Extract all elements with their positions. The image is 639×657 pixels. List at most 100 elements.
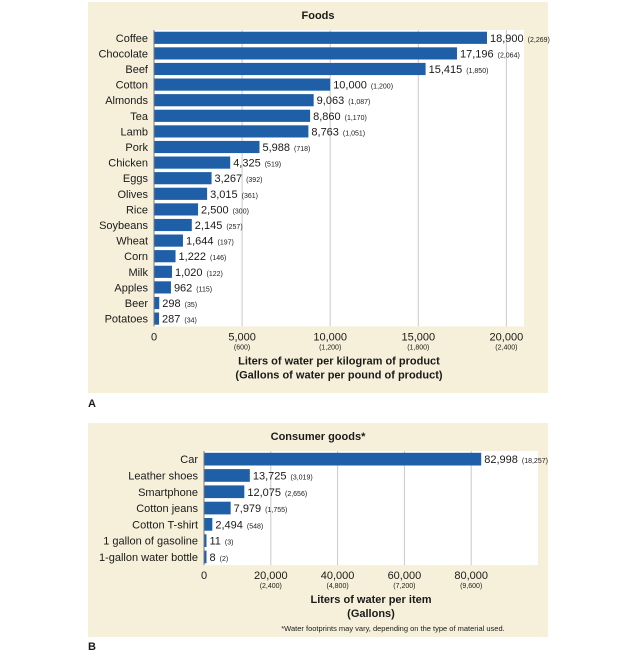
value-label: 9,063 — [317, 95, 345, 107]
category-label: Tea — [130, 111, 149, 123]
secondary-value-label: (257) — [226, 224, 242, 231]
bar — [154, 47, 457, 60]
secondary-value-label: (3,019) — [290, 474, 312, 481]
category-label: Beer — [125, 298, 149, 310]
category-label: Wheat — [116, 236, 148, 248]
x-tick-label: 15,000 — [401, 331, 435, 343]
bar — [154, 218, 192, 232]
category-label: Beef — [125, 64, 149, 76]
consumer-goods-chart-title: Consumer goods* — [270, 431, 366, 443]
x-tick-sublabel: (4,800) — [327, 583, 349, 590]
bar — [154, 140, 260, 154]
x-tick-label: 5,000 — [228, 331, 256, 343]
consumer-goods-chart-panel: Consumer goods* 0 20,000 (2,400) 40,000 (4,8… — [88, 423, 548, 637]
x-tick-label: 10,000 — [313, 331, 347, 343]
x-tick-sublabel: (9,600) — [460, 583, 482, 590]
secondary-value-label: (361) — [242, 193, 258, 200]
value-label: 8,763 — [311, 126, 339, 138]
value-label: 8 — [210, 552, 216, 564]
x-tick-label: 0 — [201, 570, 207, 582]
x-tick-sublabel: (1,800) — [407, 344, 429, 351]
secondary-value-label: (519) — [265, 162, 281, 169]
category-label: 1-gallon water bottle — [99, 552, 198, 564]
x-tick-sublabel: (2,400) — [495, 344, 517, 351]
x-tick-sublabel: (2,400) — [260, 583, 282, 590]
secondary-value-label: (1,850) — [466, 68, 488, 75]
x-tick-label: 0 — [151, 331, 157, 343]
bar — [154, 187, 208, 200]
bar — [204, 534, 207, 548]
category-label: Chocolate — [98, 48, 148, 60]
secondary-value-label: (2,269) — [528, 37, 550, 44]
x-tick-sublabel: (7,200) — [393, 583, 415, 590]
category-label: Apples — [114, 282, 148, 294]
x-axis-title: Liters of water per item — [310, 594, 431, 606]
category-label: 1 gallon of gasoline — [103, 536, 198, 548]
value-label: 1,644 — [186, 236, 214, 248]
value-label: 2,145 — [195, 220, 223, 232]
value-label: 1,020 — [175, 267, 203, 279]
x-axis-title-secondary: (Gallons) — [347, 608, 395, 620]
x-tick-label: 80,000 — [454, 570, 488, 582]
category-label: Corn — [124, 251, 148, 263]
category-label: Chicken — [108, 158, 148, 170]
value-label: 1,222 — [179, 251, 207, 263]
bar — [154, 109, 311, 122]
secondary-value-label: (1,755) — [265, 507, 287, 514]
secondary-value-label: (2,064) — [498, 52, 520, 59]
value-label: 298 — [162, 298, 180, 310]
secondary-value-label: (1,087) — [348, 99, 370, 106]
bar — [154, 172, 212, 185]
secondary-value-label: (2) — [220, 556, 229, 563]
secondary-value-label: (35) — [185, 302, 197, 309]
bar — [154, 94, 314, 107]
secondary-value-label: (146) — [210, 255, 226, 262]
value-label: 3,015 — [210, 189, 238, 201]
category-label: Eggs — [123, 173, 149, 185]
category-label: Soybeans — [99, 220, 148, 232]
secondary-value-label: (3) — [225, 540, 234, 547]
value-label: 2,500 — [201, 204, 229, 216]
bar — [154, 62, 426, 76]
value-label: 8,860 — [313, 111, 341, 123]
bar — [154, 265, 172, 278]
bar — [154, 234, 183, 247]
bar — [154, 250, 176, 263]
category-label: Olives — [117, 189, 148, 201]
value-label: 17,196 — [460, 48, 494, 60]
x-tick-label: 20,000 — [254, 570, 288, 582]
value-label: 5,988 — [263, 142, 291, 154]
value-label: 12,075 — [247, 487, 281, 499]
footnote: *Water footprints may vary, depending on… — [281, 624, 504, 633]
bar — [154, 296, 160, 310]
bar — [154, 156, 231, 169]
x-axis-title: Liters of water per kilogram of product — [238, 355, 440, 367]
bar — [154, 281, 171, 294]
value-label: 287 — [162, 314, 180, 326]
bar — [204, 550, 207, 564]
bar — [154, 125, 309, 138]
secondary-value-label: (548) — [247, 523, 263, 530]
category-label: Cotton — [116, 80, 148, 92]
secondary-value-label: (115) — [196, 286, 212, 293]
secondary-value-label: (2,656) — [285, 491, 307, 498]
category-label: Almonds — [105, 95, 148, 107]
bar — [204, 452, 482, 466]
value-label: 7,979 — [234, 503, 262, 515]
secondary-value-label: (122) — [207, 271, 223, 278]
value-label: 15,415 — [429, 64, 463, 76]
bar — [154, 312, 160, 325]
value-label: 82,998 — [484, 454, 518, 466]
value-label: 4,325 — [233, 158, 261, 170]
category-label: Milk — [128, 267, 148, 279]
x-tick-label: 60,000 — [388, 570, 422, 582]
foods-chart-svg: 0 5,000(600)10,000(1,200)15,000(1,800)20,… — [98, 30, 550, 381]
x-axis-title-secondary: (Gallons of water per pound of product) — [235, 369, 442, 381]
x-tick-label: 40,000 — [321, 570, 355, 582]
secondary-value-label: (300) — [233, 208, 249, 215]
value-label: 18,900 — [490, 33, 524, 45]
category-label: Lamb — [120, 126, 148, 138]
secondary-value-label: (1,051) — [343, 130, 365, 137]
bar — [204, 517, 213, 531]
secondary-value-label: (34) — [184, 318, 196, 325]
